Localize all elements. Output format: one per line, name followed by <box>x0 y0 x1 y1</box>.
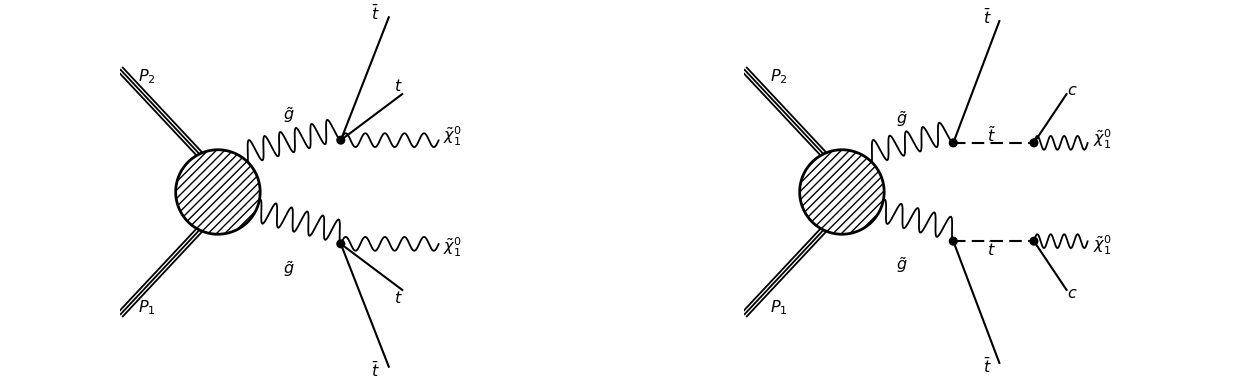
Circle shape <box>1030 139 1038 147</box>
Text: $\tilde{g}$: $\tilde{g}$ <box>896 255 907 275</box>
Circle shape <box>950 139 957 147</box>
Text: $P_2$: $P_2$ <box>139 68 156 86</box>
Text: $\tilde{g}$: $\tilde{g}$ <box>283 105 295 125</box>
Circle shape <box>337 136 344 144</box>
Text: $t$: $t$ <box>394 290 403 306</box>
Text: $\bar{t}$: $\bar{t}$ <box>983 8 992 27</box>
Ellipse shape <box>800 150 884 234</box>
Text: $P_1$: $P_1$ <box>139 298 156 316</box>
Text: $\bar{t}$: $\bar{t}$ <box>371 4 379 23</box>
Text: $\tilde{\chi}_1^0$: $\tilde{\chi}_1^0$ <box>443 125 462 148</box>
Circle shape <box>337 240 344 248</box>
Circle shape <box>1030 237 1038 245</box>
Text: $\tilde{\chi}_1^0$: $\tilde{\chi}_1^0$ <box>443 236 462 259</box>
Text: $\bar{t}$: $\bar{t}$ <box>983 357 992 376</box>
Text: $P_1$: $P_1$ <box>770 298 787 316</box>
Text: $\tilde{t}$: $\tilde{t}$ <box>987 125 996 145</box>
Text: $t$: $t$ <box>394 78 403 94</box>
Text: $\tilde{\chi}_1^0$: $\tilde{\chi}_1^0$ <box>1093 233 1112 257</box>
Text: $c$: $c$ <box>1067 286 1077 301</box>
Text: $\bar{t}$: $\bar{t}$ <box>371 361 379 380</box>
Text: $P_2$: $P_2$ <box>770 68 787 86</box>
Text: $\tilde{\chi}_1^0$: $\tilde{\chi}_1^0$ <box>1093 127 1112 151</box>
Text: $\tilde{g}$: $\tilde{g}$ <box>896 109 907 129</box>
Circle shape <box>950 237 957 245</box>
Text: $\tilde{g}$: $\tilde{g}$ <box>283 259 295 279</box>
Ellipse shape <box>176 150 260 234</box>
Text: $\tilde{t}$: $\tilde{t}$ <box>987 239 996 259</box>
Text: $c$: $c$ <box>1067 83 1077 98</box>
